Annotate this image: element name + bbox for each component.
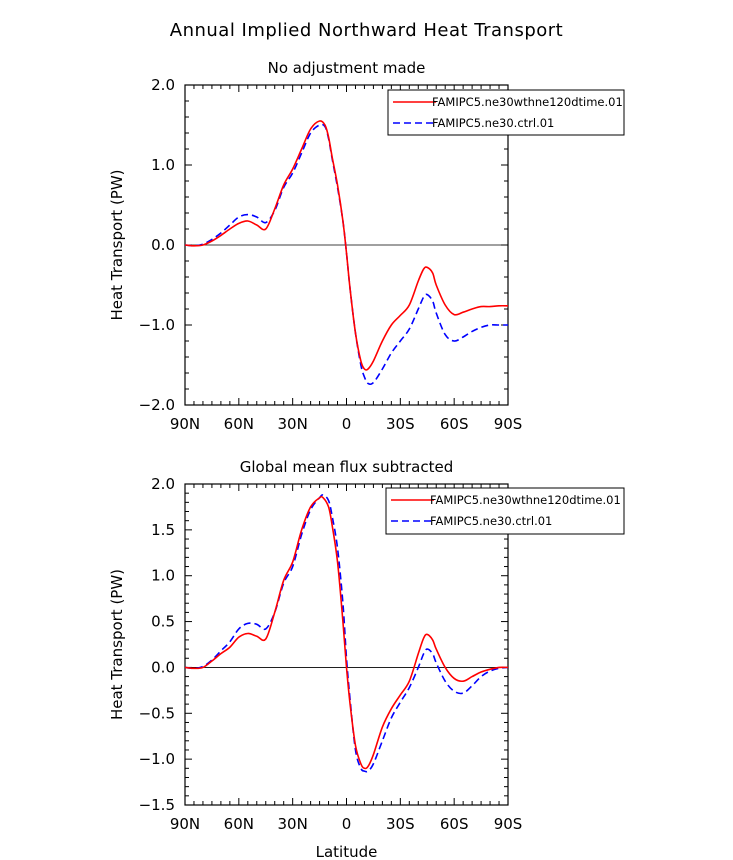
x-tick-label: 90S bbox=[494, 815, 523, 833]
y-tick-label: 1.0 bbox=[151, 156, 175, 174]
x-tick-label: 30N bbox=[278, 815, 308, 833]
panel-title: No adjustment made bbox=[268, 59, 426, 77]
series-line-ne30-ctrl bbox=[184, 494, 509, 773]
x-tick-label: 30N bbox=[278, 415, 308, 433]
y-tick-label: 0.0 bbox=[151, 658, 175, 676]
legend-label: FAMIPC5.ne30.ctrl.01 bbox=[430, 514, 552, 528]
series-line-ne30wthne120dtime bbox=[184, 495, 509, 770]
legend-box bbox=[385, 487, 625, 535]
legend-label: FAMIPC5.ne30wthne120dtime.01 bbox=[432, 95, 623, 109]
y-axis-label: Heat Transport (PW) bbox=[108, 169, 126, 320]
y-tick-label: 1.0 bbox=[151, 567, 175, 585]
x-tick-label: 60S bbox=[440, 415, 469, 433]
x-tick-label: 60N bbox=[224, 415, 254, 433]
panel-title: Global mean flux subtracted bbox=[240, 458, 454, 476]
y-tick-label: −2.0 bbox=[139, 396, 175, 414]
x-tick-label: 30S bbox=[386, 415, 415, 433]
legend-box bbox=[387, 89, 625, 136]
series-line-ne30wthne120dtime bbox=[184, 120, 509, 371]
legend-label: FAMIPC5.ne30.ctrl.01 bbox=[432, 116, 554, 130]
x-tick-label: 90N bbox=[170, 415, 200, 433]
x-tick-label: 0 bbox=[342, 815, 352, 833]
x-tick-label: 90N bbox=[170, 815, 200, 833]
y-axis-label: Heat Transport (PW) bbox=[108, 569, 126, 720]
legend: FAMIPC5.ne30wthne120dtime.01 FAMIPC5.ne30… bbox=[385, 487, 625, 535]
y-tick-label: 0.5 bbox=[151, 613, 175, 631]
y-tick-label: −1.0 bbox=[139, 316, 175, 334]
y-tick-label: −1.5 bbox=[139, 796, 175, 814]
figure-title: Annual Implied Northward Heat Transport bbox=[169, 20, 564, 41]
legend: FAMIPC5.ne30wthne120dtime.01 FAMIPC5.ne30… bbox=[387, 89, 625, 136]
chart-panel-2: Global mean flux subtracted 90N 60N 30N 0 30S… bbox=[108, 458, 625, 860]
x-tick-label: 30S bbox=[386, 815, 415, 833]
y-tick-label: 0.0 bbox=[151, 236, 175, 254]
x-tick-label: 0 bbox=[342, 415, 352, 433]
y-tick-label: −0.5 bbox=[139, 704, 175, 722]
y-tick-label: 1.5 bbox=[151, 521, 175, 539]
y-tick-label: −1.0 bbox=[139, 750, 175, 768]
y-tick-label: 2.0 bbox=[151, 475, 175, 493]
x-tick-label: 60S bbox=[440, 815, 469, 833]
x-tick-label: 60N bbox=[224, 815, 254, 833]
x-tick-label: 90S bbox=[494, 415, 523, 433]
chart-panel-1: No adjustment made 90N 60N 30N 0 30S 60S 90S 2.0… bbox=[108, 59, 625, 433]
x-axis-label: Latitude bbox=[316, 843, 378, 860]
y-tick-label: 2.0 bbox=[151, 76, 175, 94]
legend-label: FAMIPC5.ne30wthne120dtime.01 bbox=[430, 493, 621, 507]
